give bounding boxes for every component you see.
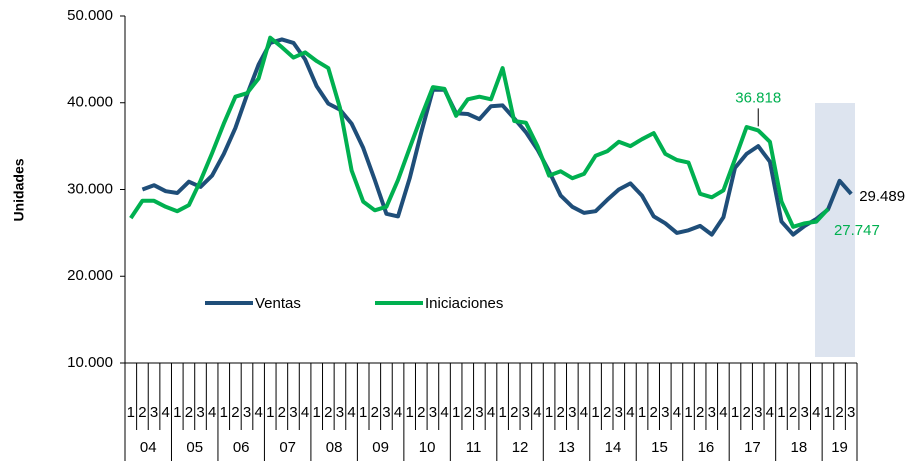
x-group-label: 05 [186, 439, 203, 456]
x-tick-label: 3 [429, 404, 437, 421]
x-tick-label: 3 [754, 404, 762, 421]
x-group-label: 08 [326, 439, 343, 456]
x-tick-label: 3 [847, 404, 855, 421]
x-tick-label: 4 [673, 404, 681, 421]
x-group-label: 04 [140, 439, 157, 456]
x-tick-label: 4 [301, 404, 309, 421]
y-tick-label: 50.000 [67, 7, 113, 24]
x-tick-label: 4 [208, 404, 216, 421]
x-group-label: 10 [419, 439, 436, 456]
x-tick-label: 2 [371, 404, 379, 421]
x-tick-label: 2 [789, 404, 797, 421]
x-tick-label: 2 [696, 404, 704, 421]
x-tick-label: 3 [568, 404, 576, 421]
x-tick-label: 3 [289, 404, 297, 421]
x-tick-label: 1 [405, 404, 413, 421]
x-tick-label: 1 [127, 404, 135, 421]
x-tick-label: 4 [254, 404, 262, 421]
x-tick-label: 2 [231, 404, 239, 421]
x-tick-label: 1 [777, 404, 785, 421]
x-group-label: 07 [279, 439, 296, 456]
x-tick-label: 2 [603, 404, 611, 421]
x-tick-label: 1 [266, 404, 274, 421]
legend-label: Iniciaciones [425, 295, 503, 312]
x-tick-label: 3 [196, 404, 204, 421]
y-axis-label: Unidades [11, 158, 27, 221]
x-tick-label: 1 [684, 404, 692, 421]
x-tick-label: 2 [742, 404, 750, 421]
x-tick-label: 1 [545, 404, 553, 421]
x-tick-label: 4 [440, 404, 448, 421]
x-group-label: 19 [831, 439, 848, 456]
x-tick-label: 2 [835, 404, 843, 421]
x-group-label: 12 [512, 439, 529, 456]
x-tick-label: 3 [708, 404, 716, 421]
x-group-label: 09 [372, 439, 389, 456]
data-label: 29.489 [859, 188, 905, 205]
x-tick-label: 4 [394, 404, 402, 421]
x-tick-label: 3 [522, 404, 530, 421]
x-tick-label: 2 [185, 404, 193, 421]
x-tick-label: 3 [801, 404, 809, 421]
x-tick-label: 4 [347, 404, 355, 421]
x-tick-label: 2 [138, 404, 146, 421]
x-tick-label: 2 [557, 404, 565, 421]
x-tick-label: 4 [812, 404, 820, 421]
x-tick-label: 1 [173, 404, 181, 421]
highlight-band [815, 103, 855, 357]
x-tick-label: 2 [417, 404, 425, 421]
x-tick-label: 2 [510, 404, 518, 421]
x-group-label: 15 [651, 439, 668, 456]
x-tick-label: 2 [464, 404, 472, 421]
y-tick-label: 40.000 [67, 94, 113, 111]
x-tick-label: 1 [498, 404, 506, 421]
x-tick-label: 2 [324, 404, 332, 421]
x-tick-label: 4 [719, 404, 727, 421]
x-tick-label: 1 [638, 404, 646, 421]
y-tick-label: 30.000 [67, 180, 113, 197]
x-tick-label: 2 [278, 404, 286, 421]
x-group-label: 18 [791, 439, 808, 456]
x-tick-label: 1 [591, 404, 599, 421]
x-tick-label: 3 [150, 404, 158, 421]
x-tick-label: 1 [731, 404, 739, 421]
x-group-label: 13 [558, 439, 575, 456]
x-tick-label: 4 [626, 404, 634, 421]
x-tick-label: 1 [220, 404, 228, 421]
x-group-label: 06 [233, 439, 250, 456]
x-tick-label: 4 [580, 404, 588, 421]
y-tick-label: 20.000 [67, 267, 113, 284]
x-tick-label: 3 [661, 404, 669, 421]
x-tick-label: 4 [487, 404, 495, 421]
x-tick-label: 3 [615, 404, 623, 421]
x-tick-label: 2 [649, 404, 657, 421]
data-label: 27.747 [834, 222, 880, 239]
series-line [141, 37, 853, 237]
x-tick-label: 1 [824, 404, 832, 421]
data-label: 36.818 [735, 89, 781, 106]
x-tick-label: 3 [336, 404, 344, 421]
x-group-label: 16 [698, 439, 715, 456]
x-group-label: 14 [605, 439, 622, 456]
x-tick-label: 1 [359, 404, 367, 421]
x-tick-label: 1 [452, 404, 460, 421]
x-tick-label: 3 [382, 404, 390, 421]
x-tick-label: 1 [313, 404, 321, 421]
x-tick-label: 3 [475, 404, 483, 421]
x-group-label: 17 [744, 439, 761, 456]
legend-label: Ventas [255, 295, 301, 312]
x-tick-label: 3 [243, 404, 251, 421]
x-tick-label: 4 [533, 404, 541, 421]
y-tick-label: 10.000 [67, 354, 113, 371]
series-line [129, 35, 830, 229]
x-tick-label: 4 [766, 404, 774, 421]
x-group-label: 11 [466, 439, 482, 456]
x-tick-label: 4 [161, 404, 169, 421]
